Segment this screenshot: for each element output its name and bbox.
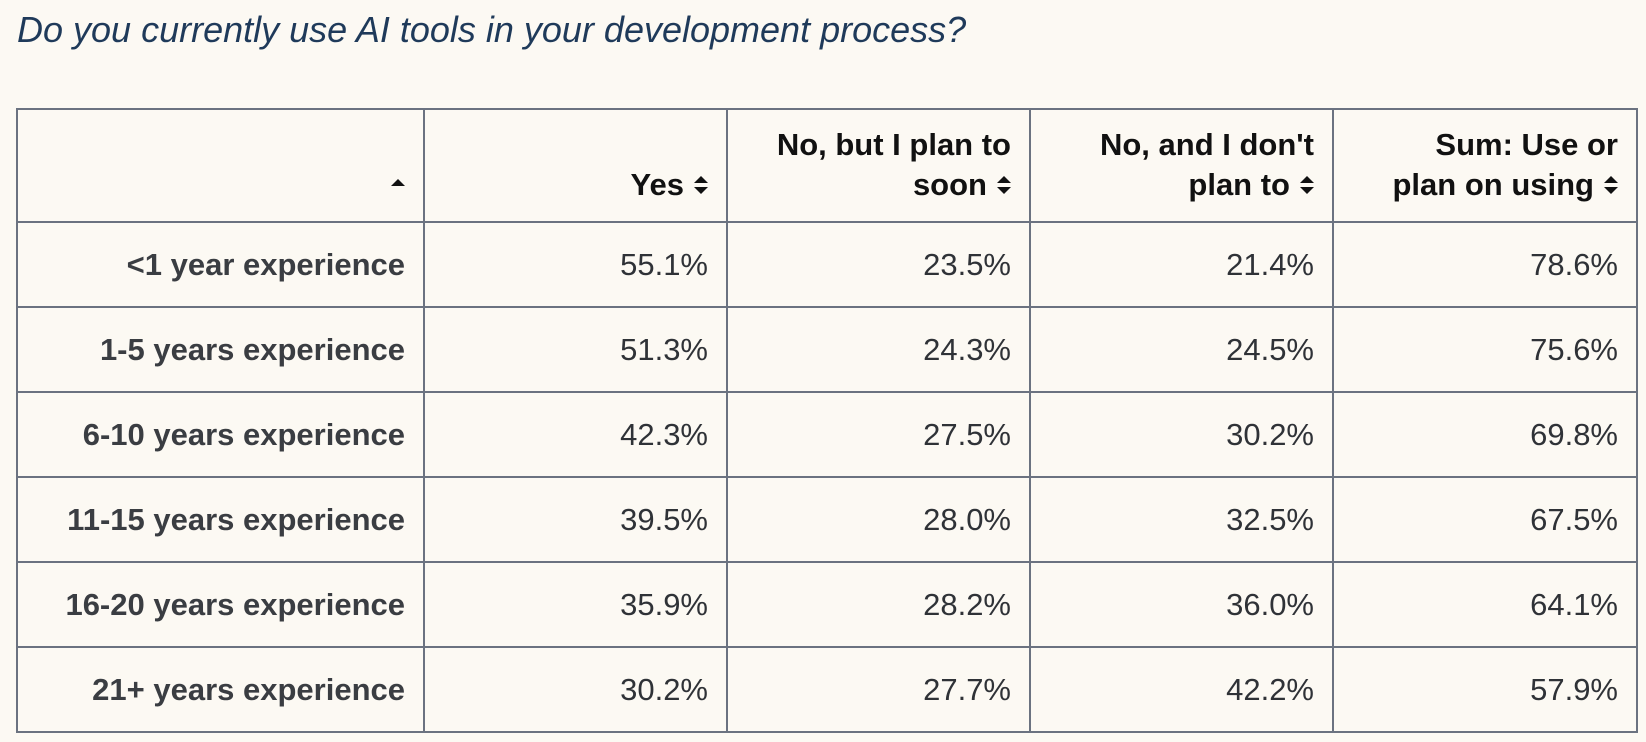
results-table: Yes No, but I plan to soon No, and I don… [16, 108, 1638, 733]
row-label: 11-15 years experience [16, 476, 425, 563]
table-row: 21+ years experience 30.2% 27.7% 42.2% 5… [16, 646, 1638, 733]
table-cell: 57.9% [1332, 646, 1638, 733]
table-cell: 42.3% [423, 391, 728, 478]
column-header-no-plan[interactable]: No, and I don't plan to [1029, 108, 1334, 223]
table-cell: 32.5% [1029, 476, 1334, 563]
row-label: 16-20 years experience [16, 561, 425, 648]
table-cell: 64.1% [1332, 561, 1638, 648]
table-cell: 24.3% [726, 306, 1031, 393]
row-label: 1-5 years experience [16, 306, 425, 393]
table-cell: 78.6% [1332, 221, 1638, 308]
table-cell: 36.0% [1029, 561, 1334, 648]
table-cell: 21.4% [1029, 221, 1334, 308]
table-cell: 69.8% [1332, 391, 1638, 478]
table-cell: 67.5% [1332, 476, 1638, 563]
page-title: Do you currently use AI tools in your de… [17, 9, 967, 50]
table-cell: 35.9% [423, 561, 728, 648]
row-label: 21+ years experience [16, 646, 425, 733]
column-header-label[interactable] [16, 108, 425, 223]
table-cell: 39.5% [423, 476, 728, 563]
table-cell: 30.2% [1029, 391, 1334, 478]
sort-ascending-icon[interactable] [391, 174, 405, 196]
sort-both-icon[interactable] [1604, 174, 1618, 196]
table-row: 16-20 years experience 35.9% 28.2% 36.0%… [16, 561, 1638, 648]
table-cell: 24.5% [1029, 306, 1334, 393]
table-cell: 55.1% [423, 221, 728, 308]
header-row: Yes No, but I plan to soon No, and I don… [16, 108, 1638, 223]
table-row: 11-15 years experience 39.5% 28.0% 32.5%… [16, 476, 1638, 563]
table-row: <1 year experience 55.1% 23.5% 21.4% 78.… [16, 221, 1638, 308]
table-cell: 27.5% [726, 391, 1031, 478]
table-row: 1-5 years experience 51.3% 24.3% 24.5% 7… [16, 306, 1638, 393]
table-cell: 28.2% [726, 561, 1031, 648]
table-row: 6-10 years experience 42.3% 27.5% 30.2% … [16, 391, 1638, 478]
sort-both-icon[interactable] [997, 174, 1011, 196]
column-header-sum[interactable]: Sum: Use or plan on using [1332, 108, 1638, 223]
table-cell: 75.6% [1332, 306, 1638, 393]
sort-both-icon[interactable] [1300, 174, 1314, 196]
table-cell: 51.3% [423, 306, 728, 393]
table-cell: 28.0% [726, 476, 1031, 563]
table-cell: 30.2% [423, 646, 728, 733]
table-cell: 23.5% [726, 221, 1031, 308]
sort-both-icon[interactable] [694, 174, 708, 196]
row-label: <1 year experience [16, 221, 425, 308]
table-cell: 27.7% [726, 646, 1031, 733]
column-header-yes[interactable]: Yes [423, 108, 728, 223]
column-header-plan-soon[interactable]: No, but I plan to soon [726, 108, 1031, 223]
table-cell: 42.2% [1029, 646, 1334, 733]
row-label: 6-10 years experience [16, 391, 425, 478]
